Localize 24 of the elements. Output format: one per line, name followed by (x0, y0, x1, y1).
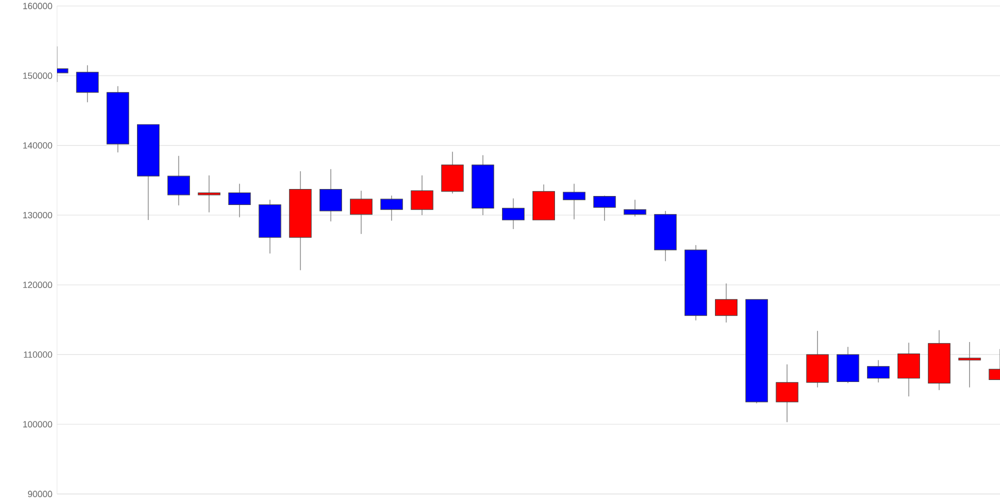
y-tick-label: 120000 (23, 282, 52, 288)
candlestick (867, 360, 890, 383)
candlestick (198, 174, 220, 213)
y-tick-label: 140000 (23, 142, 52, 149)
candlestick (776, 364, 798, 423)
y-tick-label: 130000 (23, 212, 52, 218)
candlestick (320, 168, 342, 222)
y-tick-label: 110000 (24, 351, 52, 358)
y-tick-label: 100000 (23, 421, 52, 428)
candlestick (958, 342, 981, 388)
y-tick-label: 160000 (23, 2, 52, 10)
candlestick (624, 199, 646, 217)
y-tick-label: 90000 (28, 490, 52, 498)
candlestick (502, 198, 525, 230)
candlestick (410, 174, 434, 216)
candlestick (167, 155, 190, 206)
candlestick (562, 183, 586, 220)
candlestick (714, 283, 738, 323)
candlestick (380, 195, 403, 222)
candlestick (593, 195, 616, 222)
candlestick (76, 64, 99, 103)
y-tick-label: 150000 (23, 72, 52, 79)
candlestick (228, 183, 251, 218)
candlestick (350, 190, 372, 234)
